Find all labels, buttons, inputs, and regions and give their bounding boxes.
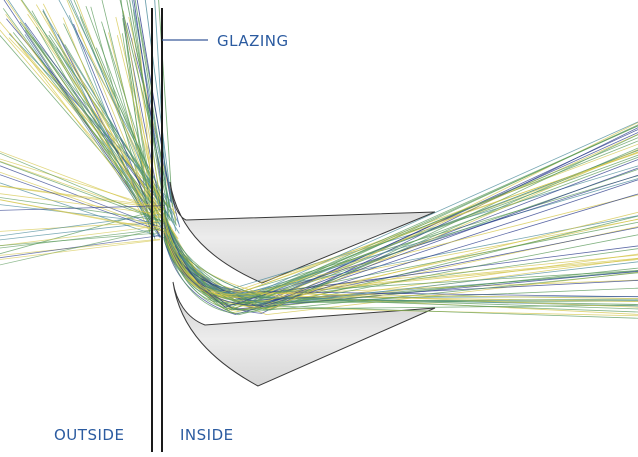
light-ray	[0, 185, 166, 208]
light-ray	[0, 239, 161, 260]
upper-light-shelf	[169, 181, 436, 284]
glazing-label: GLAZING	[217, 32, 289, 50]
light-ray	[57, 34, 161, 238]
light-ray	[163, 234, 638, 303]
inside-label: INSIDE	[180, 426, 234, 444]
light-ray	[144, 0, 173, 203]
light-ray	[27, 13, 166, 217]
outside-label: OUTSIDE	[54, 426, 124, 444]
light-ray	[163, 238, 638, 308]
light-ray	[79, 16, 162, 225]
glazing-pane	[151, 8, 163, 452]
light-ray	[56, 47, 157, 220]
light-ray	[101, 21, 167, 227]
light-ray	[0, 199, 166, 232]
light-ray	[136, 0, 172, 203]
light-ray	[163, 174, 638, 308]
lower-light-shelf	[172, 281, 436, 387]
light-ray	[0, 152, 166, 223]
light-ray	[163, 151, 638, 296]
light-ray	[0, 171, 166, 231]
light-ray	[163, 168, 638, 311]
light-ray	[158, 0, 173, 207]
light-ray	[0, 199, 166, 231]
light-ray	[0, 193, 166, 216]
light-ray	[120, 0, 151, 235]
light-ray	[131, 38, 163, 209]
light-ray	[163, 233, 638, 314]
light-ray	[129, 0, 168, 222]
light-ray	[73, 23, 155, 219]
light-ray	[62, 17, 151, 227]
light-ray	[42, 3, 160, 233]
light-ray	[0, 197, 166, 222]
light-ray	[77, 29, 166, 209]
light-ray	[0, 205, 166, 211]
light-ray	[0, 174, 166, 233]
light-ray	[48, 39, 156, 218]
light-ray	[2, 8, 164, 229]
light-rays-front	[163, 121, 638, 319]
light-ray	[0, 185, 166, 210]
light-ray	[0, 220, 166, 241]
light-ray	[0, 238, 161, 256]
light-ray	[0, 228, 166, 249]
light-ray	[8, 33, 176, 207]
light-ray	[0, 161, 166, 223]
light-ray	[123, 24, 153, 211]
light-ray	[36, 26, 153, 228]
light-ray	[108, 32, 159, 226]
light-ray	[0, 160, 166, 220]
light-ray	[0, 225, 161, 247]
light-ray	[163, 225, 638, 299]
light-ray	[163, 224, 638, 306]
light-ray	[42, 10, 180, 234]
light-ray	[163, 124, 638, 298]
light-ray	[116, 35, 168, 238]
light-ray	[0, 158, 166, 211]
light-ray	[95, 47, 169, 217]
light-ray	[133, 0, 167, 214]
light-ray	[0, 228, 161, 266]
